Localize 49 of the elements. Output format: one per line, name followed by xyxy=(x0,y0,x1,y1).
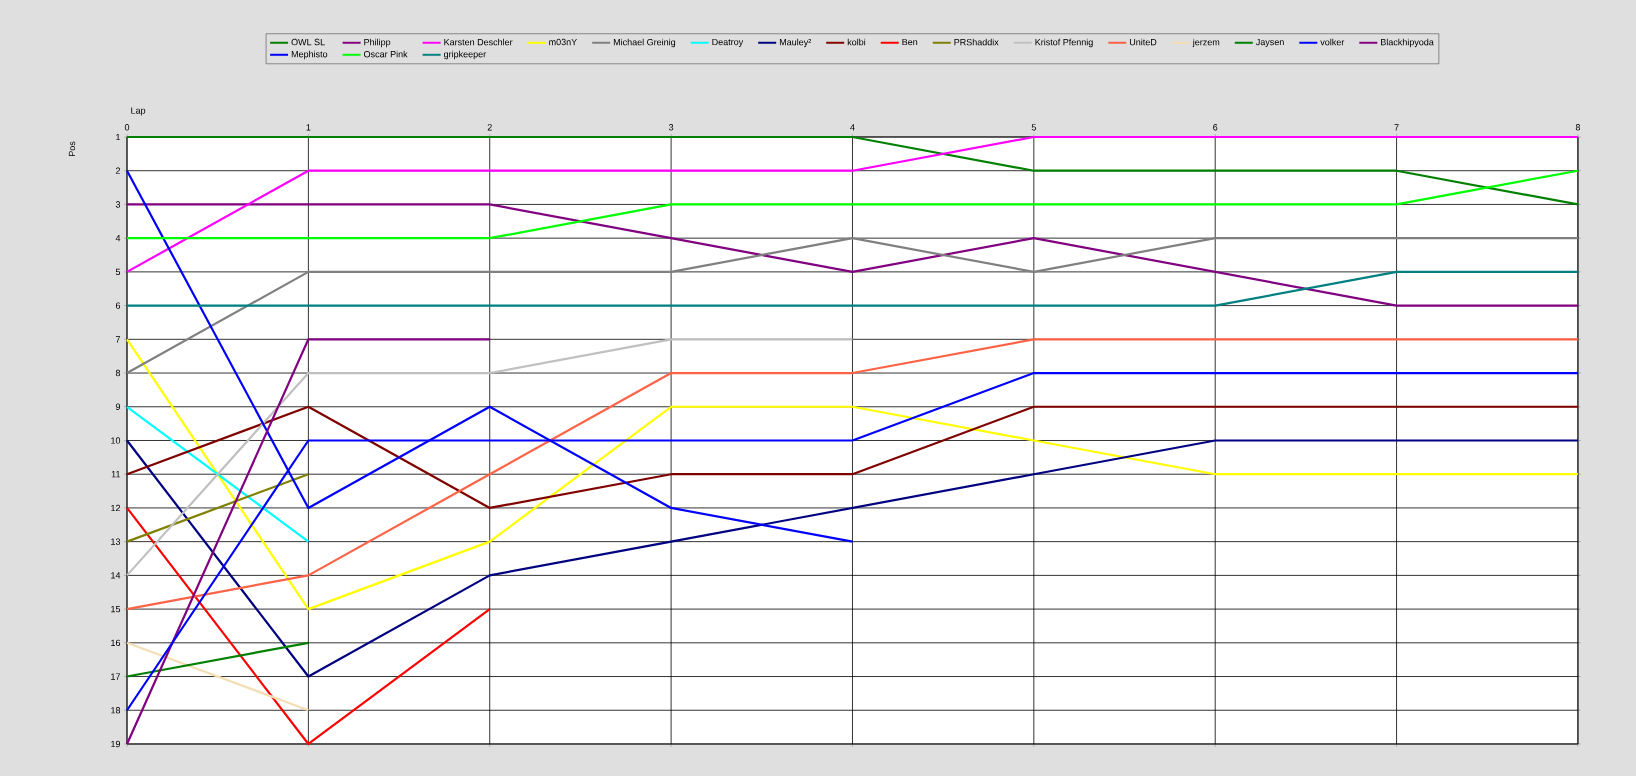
y-tick-label: 7 xyxy=(115,336,121,343)
x-axis-title: Lap xyxy=(131,107,146,116)
y-tick-label: 1 xyxy=(116,133,121,141)
y-tick-label: 17 xyxy=(111,673,121,680)
x-tick-label: 4 xyxy=(850,124,855,131)
legend-label: Michael Greinig xyxy=(613,38,676,48)
legend-label: m03nY xyxy=(549,38,577,46)
y-tick-label: 3 xyxy=(115,201,121,208)
legend-label: Mauley² xyxy=(779,38,812,48)
y-tick-label: 18 xyxy=(111,707,121,714)
y-tick-label: 13 xyxy=(111,538,121,545)
y-tick-label: 15 xyxy=(111,605,121,613)
legend-label: Mephisto xyxy=(291,50,328,60)
y-tick-label: 14 xyxy=(111,572,121,579)
y-tick-label: 5 xyxy=(115,268,121,276)
y-tick-label: 6 xyxy=(115,302,121,309)
x-tick-label: 0 xyxy=(124,124,130,131)
legend-label: Kristof Pfennig xyxy=(1035,38,1093,48)
y-tick-label: 10 xyxy=(111,437,121,444)
legend-label: volker xyxy=(1320,38,1345,46)
y-axis-title: Pos xyxy=(68,141,76,157)
legend-label: Blackhipyoda xyxy=(1381,38,1434,48)
legend-label: gripkeeper xyxy=(443,50,486,60)
legend-label: Ben xyxy=(902,38,918,46)
x-tick-label: 6 xyxy=(1213,124,1218,131)
y-tick-label: 9 xyxy=(115,403,121,410)
x-tick-label: 5 xyxy=(1031,124,1036,131)
legend-label: Deatroy xyxy=(712,38,744,47)
legend-label: Jaysen xyxy=(1255,38,1284,47)
y-tick-label: 4 xyxy=(115,235,121,242)
y-tick-label: 16 xyxy=(111,639,121,647)
legend-label: Oscar Pink xyxy=(364,50,408,58)
legend-label: UniteD xyxy=(1129,38,1157,46)
y-tick-label: 8 xyxy=(115,369,121,377)
y-tick-label: 11 xyxy=(111,471,121,478)
x-tick-label: 2 xyxy=(487,124,492,131)
x-tick-label: 8 xyxy=(1575,124,1581,131)
legend-label: Karsten Deschler xyxy=(444,38,513,46)
x-tick-label: 1 xyxy=(306,124,311,131)
y-tick-label: 12 xyxy=(111,504,121,512)
y-tick-label: 19 xyxy=(111,740,121,748)
legend-label: jerzem xyxy=(1192,38,1220,48)
x-tick-label: 3 xyxy=(668,124,674,131)
y-tick-label: 2 xyxy=(115,167,121,174)
legend-label: OWL SL xyxy=(291,38,325,46)
legend-label: Philipp xyxy=(364,38,391,48)
legend-label: kolbi xyxy=(847,38,866,46)
x-tick-label: 7 xyxy=(1394,124,1399,131)
legend-label: PRShaddix xyxy=(954,38,999,46)
